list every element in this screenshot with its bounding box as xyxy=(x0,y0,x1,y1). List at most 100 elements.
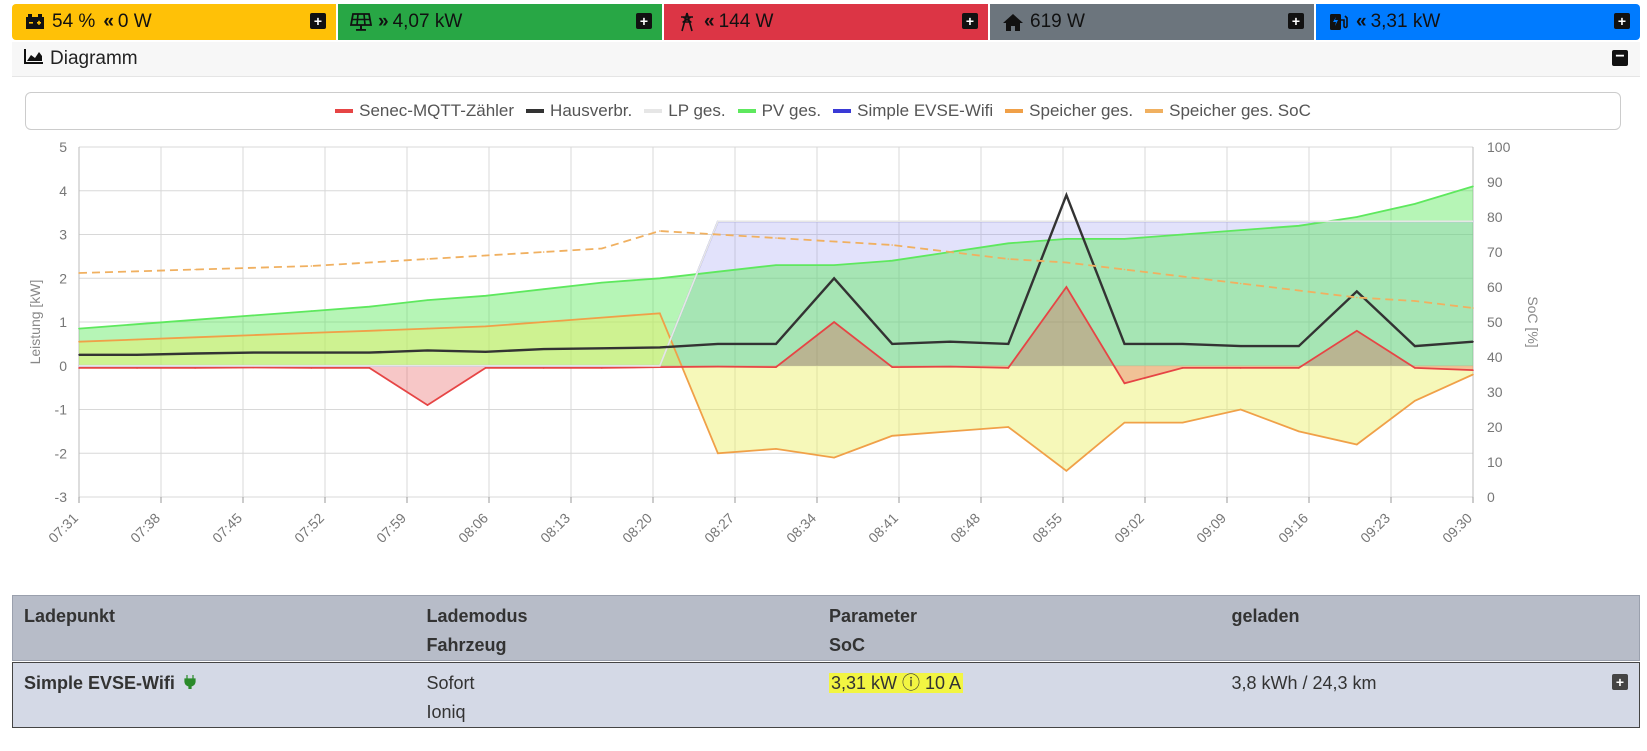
data-point-hausverbr- xyxy=(891,343,893,345)
data-point-senec-mqtt-zähler xyxy=(368,367,371,369)
data-point-pv-ges- xyxy=(368,305,371,308)
data-point-hausverbr- xyxy=(368,351,371,354)
legend-swatch xyxy=(737,109,756,113)
data-point-hausverbr- xyxy=(310,351,313,354)
y-tick-label: 2 xyxy=(59,270,67,286)
legend-swatch xyxy=(1005,109,1024,113)
data-point-speicher-ges-soc xyxy=(310,265,313,267)
legend-swatch xyxy=(1145,109,1164,113)
y2-tick-label: 50 xyxy=(1487,314,1503,330)
x-tick-label: 08:13 xyxy=(537,510,573,546)
ev-tile[interactable]: « 3,31 kW + xyxy=(1316,4,1640,40)
data-point-lp-ges- xyxy=(78,364,80,367)
expand-row-icon[interactable]: + xyxy=(1612,674,1628,690)
data-point-lp-ges- xyxy=(194,364,196,367)
grid-tile[interactable]: « 144 W + xyxy=(664,4,988,40)
data-point-hausverbr- xyxy=(1414,345,1416,347)
data-point-hausverbr- xyxy=(717,343,719,345)
data-point-hausverbr- xyxy=(1356,290,1358,293)
data-point-senec-mqtt-zähler xyxy=(1007,367,1010,369)
charge-mode[interactable]: Sofort xyxy=(426,673,475,693)
data-point-pv-ges- xyxy=(194,319,196,321)
legend-item-simple-evse-wifi[interactable]: Simple EVSE-Wifi xyxy=(833,101,993,121)
data-point-speicher-ges- xyxy=(542,321,545,323)
header-lademodus: Lademodus xyxy=(426,606,528,626)
x-tick-label: 07:38 xyxy=(127,510,163,546)
legend-item-hausverbr-[interactable]: Hausverbr. xyxy=(526,101,632,121)
pv-tile[interactable]: » 4,07 kW + xyxy=(338,4,662,40)
data-point-pv-ges- xyxy=(1123,238,1126,240)
expand-icon[interactable]: + xyxy=(1288,13,1304,29)
data-point-senec-mqtt-zähler xyxy=(1297,367,1300,369)
y2-tick-label: 40 xyxy=(1487,349,1503,365)
battery-tile[interactable]: 54 % « 0 W + xyxy=(12,4,336,40)
data-point-speicher-ges- xyxy=(426,327,429,330)
data-point-pv-ges- xyxy=(1472,185,1474,188)
charged-energy: 3,8 kWh / 24,3 km xyxy=(1231,673,1377,693)
export-arrow-icon: « xyxy=(704,11,714,32)
data-point-speicher-ges-soc xyxy=(1065,261,1068,264)
table-row[interactable]: Simple EVSE-Wifi Sofort Ioniq 3,31 kW ⓘ 1… xyxy=(12,662,1640,728)
data-point-speicher-ges-soc xyxy=(1239,282,1242,285)
data-point-senec-mqtt-zähler xyxy=(194,367,196,369)
data-point-senec-mqtt-zähler xyxy=(1181,367,1184,369)
series-area-pv-ges- xyxy=(79,186,1473,366)
data-point-speicher-ges-soc xyxy=(542,251,545,253)
data-point-hausverbr- xyxy=(136,354,138,356)
data-point-senec-mqtt-zähler xyxy=(1123,382,1126,385)
legend-item-speicher-ges-[interactable]: Speicher ges. xyxy=(1005,101,1133,121)
import-arrow-icon: » xyxy=(378,11,388,32)
expand-icon[interactable]: + xyxy=(636,13,652,29)
header-ladepunkt: Ladepunkt xyxy=(24,606,116,626)
data-point-hausverbr- xyxy=(833,277,835,280)
data-point-speicher-ges-soc xyxy=(368,261,371,264)
legend-item-senec-mqtt-zähler[interactable]: Senec-MQTT-Zähler xyxy=(335,101,514,121)
legend-item-speicher-ges-soc[interactable]: Speicher ges. SoC xyxy=(1145,101,1311,121)
data-point-speicher-ges-soc xyxy=(426,258,429,260)
data-point-pv-ges- xyxy=(136,323,138,325)
diagram-header[interactable]: Diagramm − xyxy=(12,42,1640,77)
chargepoint-name: Simple EVSE-Wifi xyxy=(24,673,175,693)
expand-icon[interactable]: + xyxy=(310,13,326,29)
data-point-lp-ges- xyxy=(1356,220,1358,223)
y2-axis-label: SoC [%] xyxy=(1525,296,1541,347)
data-point-pv-ges- xyxy=(659,277,661,280)
data-point-lp-ges- xyxy=(833,220,835,223)
data-point-speicher-ges-soc xyxy=(600,247,603,250)
data-point-hausverbr- xyxy=(949,340,952,343)
data-point-speicher-ges-soc xyxy=(484,254,487,257)
data-point-hausverbr- xyxy=(78,354,80,356)
expand-icon[interactable]: + xyxy=(1614,13,1630,29)
x-tick-label: 08:20 xyxy=(619,510,655,546)
data-point-senec-mqtt-zähler xyxy=(136,367,138,369)
data-point-senec-mqtt-zähler xyxy=(1414,367,1416,369)
legend-item-lp-ges-[interactable]: LP ges. xyxy=(644,101,726,121)
data-point-pv-ges- xyxy=(775,264,777,266)
data-point-senec-mqtt-zähler xyxy=(426,404,429,406)
data-point-speicher-ges- xyxy=(659,312,661,315)
data-point-speicher-ges-soc xyxy=(833,240,835,243)
area-chart-icon xyxy=(24,48,44,70)
data-point-pv-ges- xyxy=(1414,203,1416,205)
data-point-hausverbr- xyxy=(1123,343,1126,345)
data-point-senec-mqtt-zähler xyxy=(310,367,313,369)
data-point-speicher-ges-soc xyxy=(1297,289,1300,292)
header-soc: SoC xyxy=(829,635,865,655)
data-point-senec-mqtt-zähler xyxy=(1065,286,1068,288)
data-point-speicher-ges- xyxy=(1356,443,1358,446)
y2-tick-label: 20 xyxy=(1487,419,1503,435)
y-tick-label: -2 xyxy=(55,445,68,461)
data-point-hausverbr- xyxy=(194,352,196,355)
x-tick-label: 08:48 xyxy=(947,510,983,546)
data-point-pv-ges- xyxy=(542,288,545,290)
data-point-speicher-ges- xyxy=(252,334,255,336)
legend-label: Hausverbr. xyxy=(550,101,633,120)
legend-item-pv-ges-[interactable]: PV ges. xyxy=(737,101,821,121)
data-point-lp-ges- xyxy=(252,364,255,367)
expand-icon[interactable]: + xyxy=(962,13,978,29)
data-point-speicher-ges- xyxy=(1007,426,1010,428)
collapse-icon[interactable]: − xyxy=(1612,49,1628,66)
table-header: Ladepunkt Lademodus Fahrzeug Parameter SoC… xyxy=(12,595,1640,661)
data-point-senec-mqtt-zähler xyxy=(600,367,603,369)
house-tile[interactable]: 619 W + xyxy=(990,4,1314,40)
